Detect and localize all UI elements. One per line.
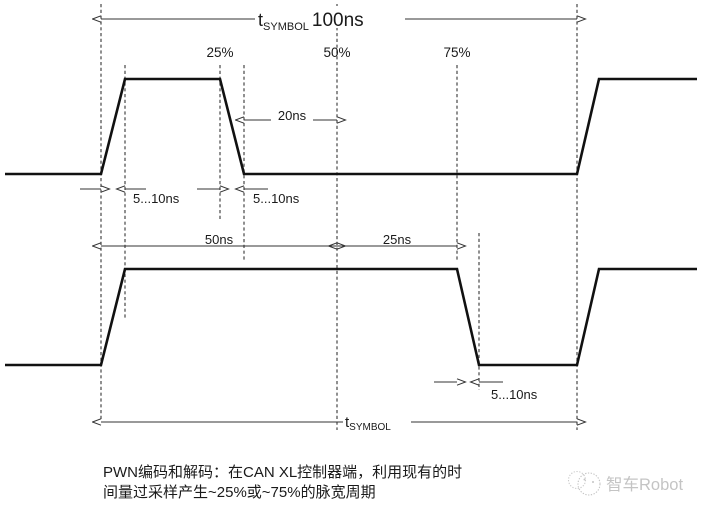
svg-text:智车Robot: 智车Robot — [606, 475, 683, 494]
svg-text:50ns: 50ns — [205, 232, 234, 247]
svg-text:25ns: 25ns — [383, 232, 412, 247]
svg-text:5...10ns: 5...10ns — [253, 191, 300, 206]
svg-text:50%: 50% — [323, 45, 350, 60]
svg-text:5...10ns: 5...10ns — [133, 191, 180, 206]
svg-text:75%: 75% — [443, 45, 470, 60]
svg-text:25%: 25% — [206, 45, 233, 60]
svg-text:PWN编码和解码：在CAN XL控制器端，利用现有的时: PWN编码和解码：在CAN XL控制器端，利用现有的时 — [103, 464, 462, 481]
svg-text:5...10ns: 5...10ns — [491, 387, 538, 402]
svg-text:间量过采样产生~25%或~75%的脉宽周期: 间量过采样产生~25%或~75%的脉宽周期 — [103, 484, 376, 501]
svg-text:20ns: 20ns — [278, 108, 307, 123]
